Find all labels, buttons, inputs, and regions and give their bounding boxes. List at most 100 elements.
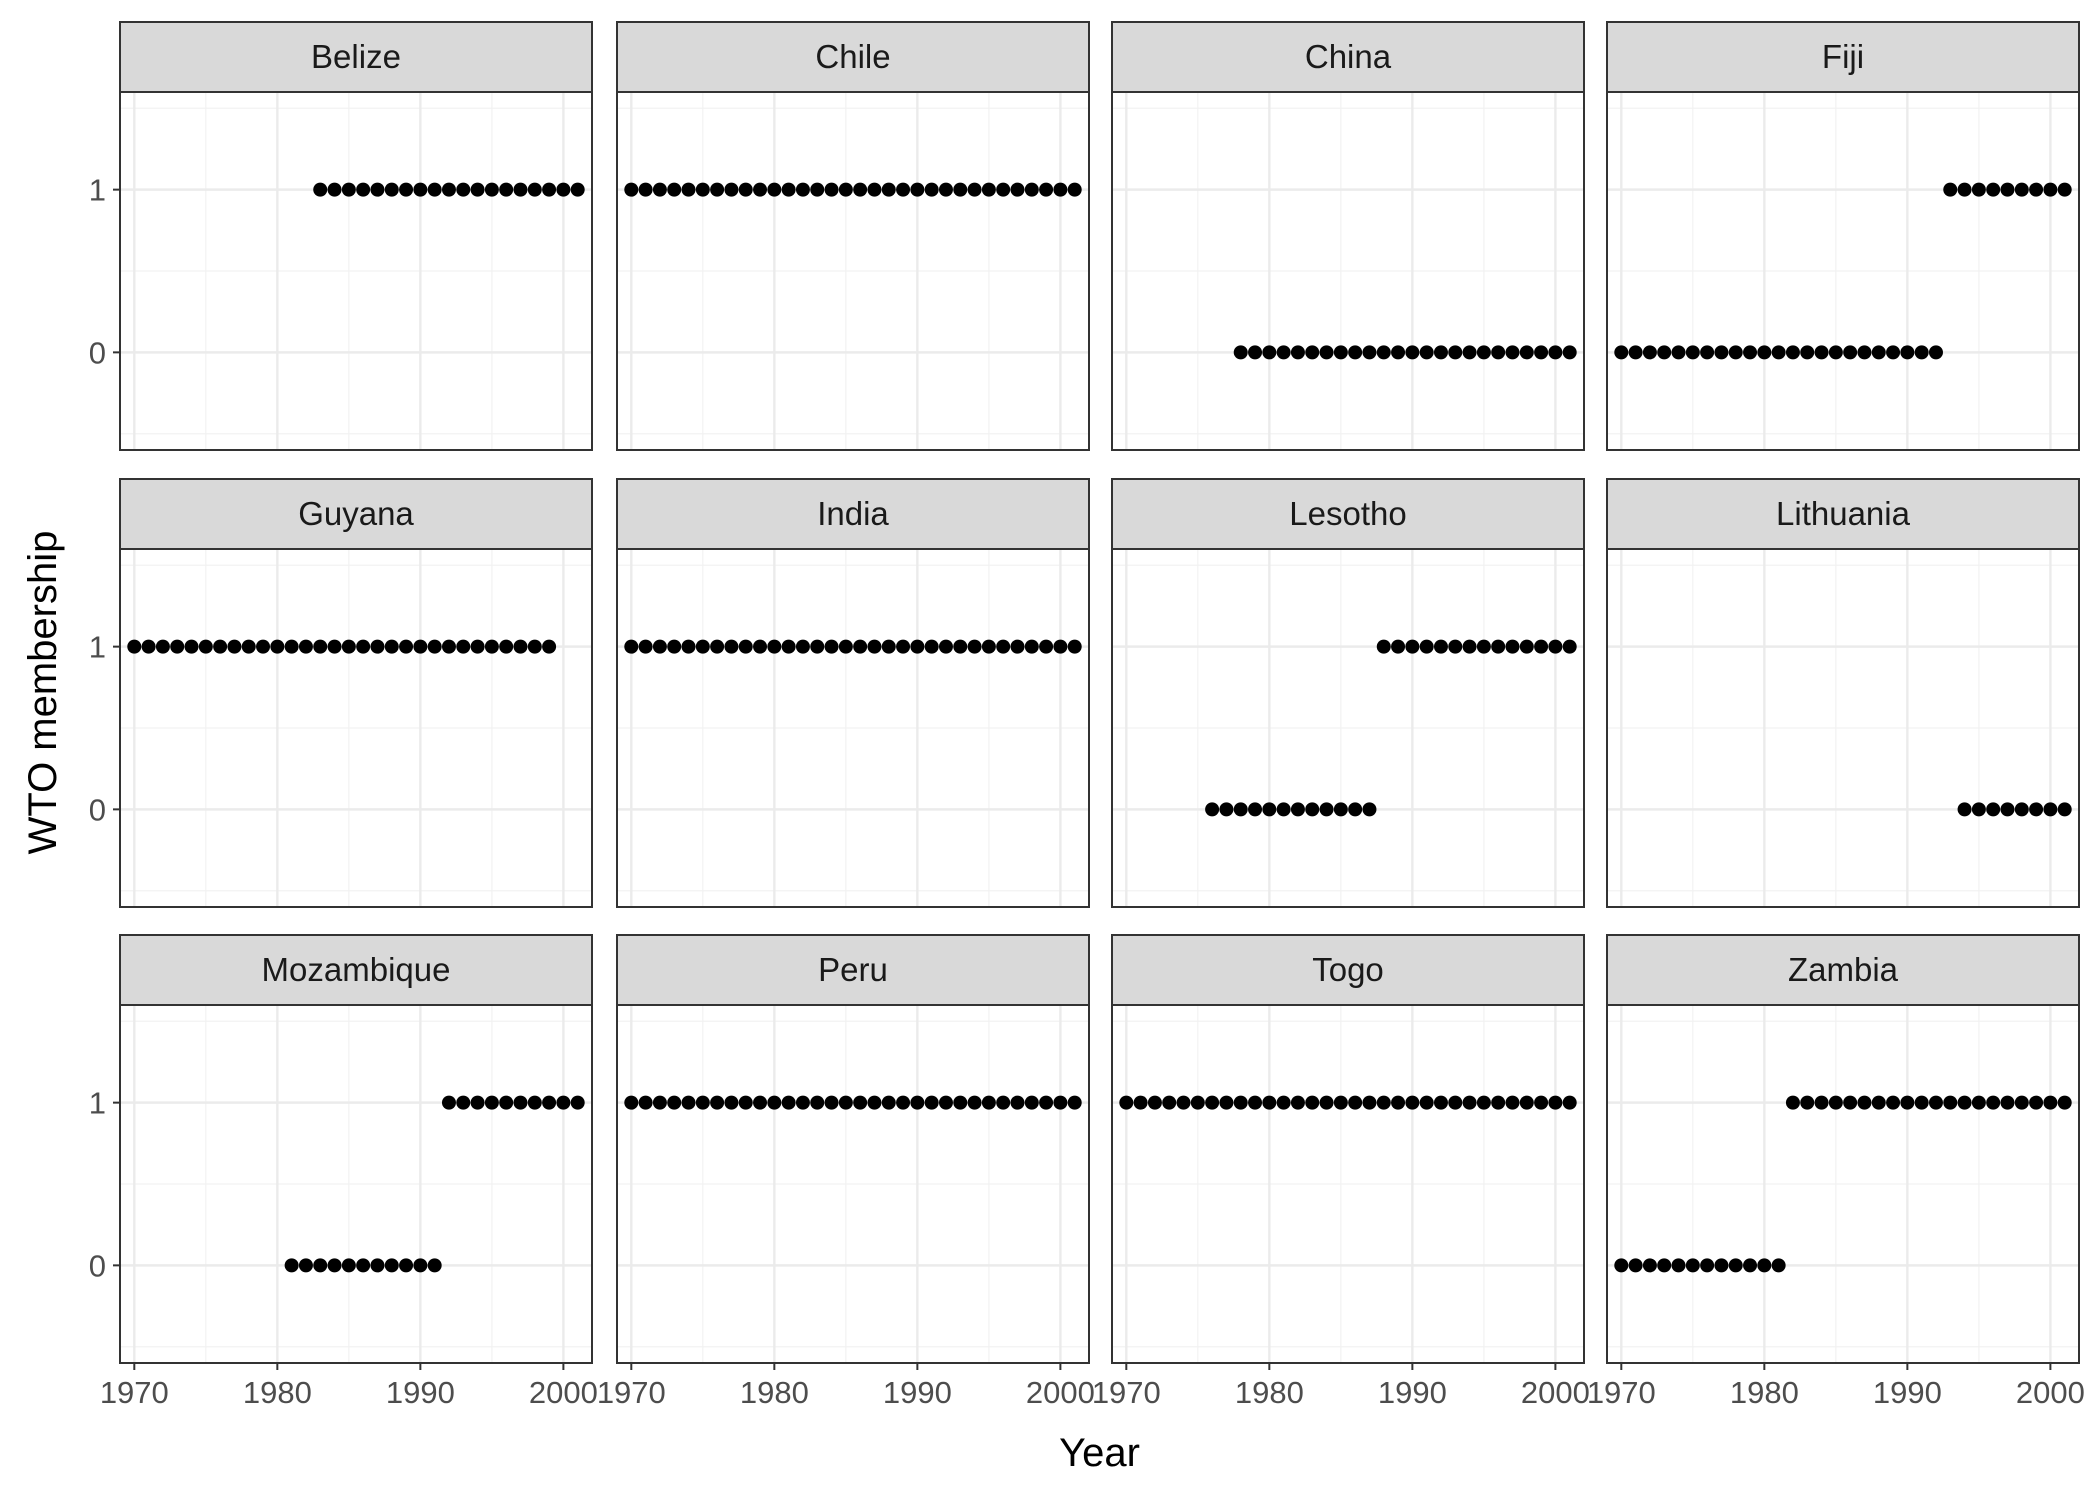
data-point xyxy=(1657,1258,1672,1273)
facet-panel: Zambia 1970 1980 1990 2000 xyxy=(1587,934,2085,1410)
data-point xyxy=(1262,802,1277,817)
data-point xyxy=(1771,1258,1786,1273)
data-point xyxy=(1843,345,1858,360)
data-point xyxy=(1971,182,1986,197)
panel-border xyxy=(1606,91,2080,451)
data-point xyxy=(427,182,442,197)
data-point xyxy=(370,1258,385,1273)
data-point xyxy=(1462,639,1477,654)
data-point xyxy=(724,182,739,197)
data-point xyxy=(1900,345,1915,360)
facet-strip-label: India xyxy=(817,495,889,532)
data-point xyxy=(2043,802,2058,817)
facet-strip xyxy=(1606,21,2080,93)
data-point xyxy=(1448,639,1463,654)
data-point xyxy=(1857,1095,1872,1110)
data-point xyxy=(1700,345,1715,360)
data-point xyxy=(767,1095,782,1110)
data-point xyxy=(1642,1258,1657,1273)
data-point xyxy=(1024,1095,1039,1110)
data-point xyxy=(370,182,385,197)
data-point xyxy=(1785,1095,1800,1110)
data-point xyxy=(1857,345,1872,360)
panel-border xyxy=(119,1004,593,1364)
data-point xyxy=(1419,345,1434,360)
data-point xyxy=(1491,345,1506,360)
data-point xyxy=(527,182,542,197)
data-point xyxy=(881,1095,896,1110)
y-axis-title: WTO membership xyxy=(21,531,65,855)
facet-panel: Togo 1970 1980 1990 2000 xyxy=(1092,934,1590,1410)
x-tick-label: 1970 xyxy=(100,1375,169,1410)
data-point xyxy=(1133,1095,1148,1110)
data-point xyxy=(795,1095,810,1110)
data-point xyxy=(1319,802,1334,817)
data-point xyxy=(1433,345,1448,360)
data-point xyxy=(1419,1095,1434,1110)
data-point xyxy=(155,639,170,654)
data-point xyxy=(513,182,528,197)
x-tick-label: 2000 xyxy=(529,1375,598,1410)
data-point xyxy=(1219,1095,1234,1110)
data-point xyxy=(198,639,213,654)
data-point xyxy=(2029,802,2044,817)
data-point xyxy=(2014,1095,2029,1110)
data-point xyxy=(724,639,739,654)
y-tick-label: 1 xyxy=(89,630,106,665)
data-point xyxy=(556,1095,571,1110)
data-point xyxy=(710,639,725,654)
data-point xyxy=(556,182,571,197)
data-point xyxy=(1462,345,1477,360)
data-point xyxy=(1448,1095,1463,1110)
data-point xyxy=(456,639,471,654)
data-point xyxy=(996,1095,1011,1110)
data-point xyxy=(1333,1095,1348,1110)
data-point xyxy=(838,639,853,654)
x-tick-label: 1980 xyxy=(740,1375,809,1410)
data-point xyxy=(1248,345,1263,360)
data-point xyxy=(441,1095,456,1110)
data-point xyxy=(513,639,528,654)
data-point xyxy=(170,639,185,654)
data-point xyxy=(810,182,825,197)
data-point xyxy=(1348,1095,1363,1110)
x-tick-label: 1990 xyxy=(1873,1375,1942,1410)
data-point xyxy=(2057,1095,2072,1110)
data-point xyxy=(1333,345,1348,360)
data-point xyxy=(1814,1095,1829,1110)
data-point xyxy=(781,639,796,654)
data-point xyxy=(1757,1258,1772,1273)
data-point xyxy=(1248,802,1263,817)
data-point xyxy=(1476,1095,1491,1110)
panel-border xyxy=(1111,91,1585,451)
data-point xyxy=(1476,345,1491,360)
x-tick-label: 1980 xyxy=(1235,1375,1304,1410)
data-point xyxy=(1405,639,1420,654)
x-tick-label: 1980 xyxy=(1730,1375,1799,1410)
data-point xyxy=(824,639,839,654)
data-point xyxy=(1671,345,1686,360)
data-point xyxy=(1362,345,1377,360)
data-point xyxy=(867,639,882,654)
data-point xyxy=(1476,639,1491,654)
data-point xyxy=(981,639,996,654)
data-point xyxy=(327,182,342,197)
data-point xyxy=(1039,1095,1054,1110)
facet-strip-label: Chile xyxy=(815,38,890,75)
data-point xyxy=(184,639,199,654)
data-point xyxy=(1067,1095,1082,1110)
data-point xyxy=(327,639,342,654)
data-point xyxy=(667,639,682,654)
panel-border xyxy=(1606,548,2080,908)
data-point xyxy=(341,182,356,197)
data-point xyxy=(1900,1095,1915,1110)
data-point xyxy=(938,182,953,197)
data-point xyxy=(270,639,285,654)
data-point xyxy=(2029,1095,2044,1110)
data-point xyxy=(2000,1095,2015,1110)
data-point xyxy=(753,182,768,197)
data-point xyxy=(638,182,653,197)
data-point xyxy=(681,182,696,197)
data-point xyxy=(1743,345,1758,360)
data-point xyxy=(1928,345,1943,360)
